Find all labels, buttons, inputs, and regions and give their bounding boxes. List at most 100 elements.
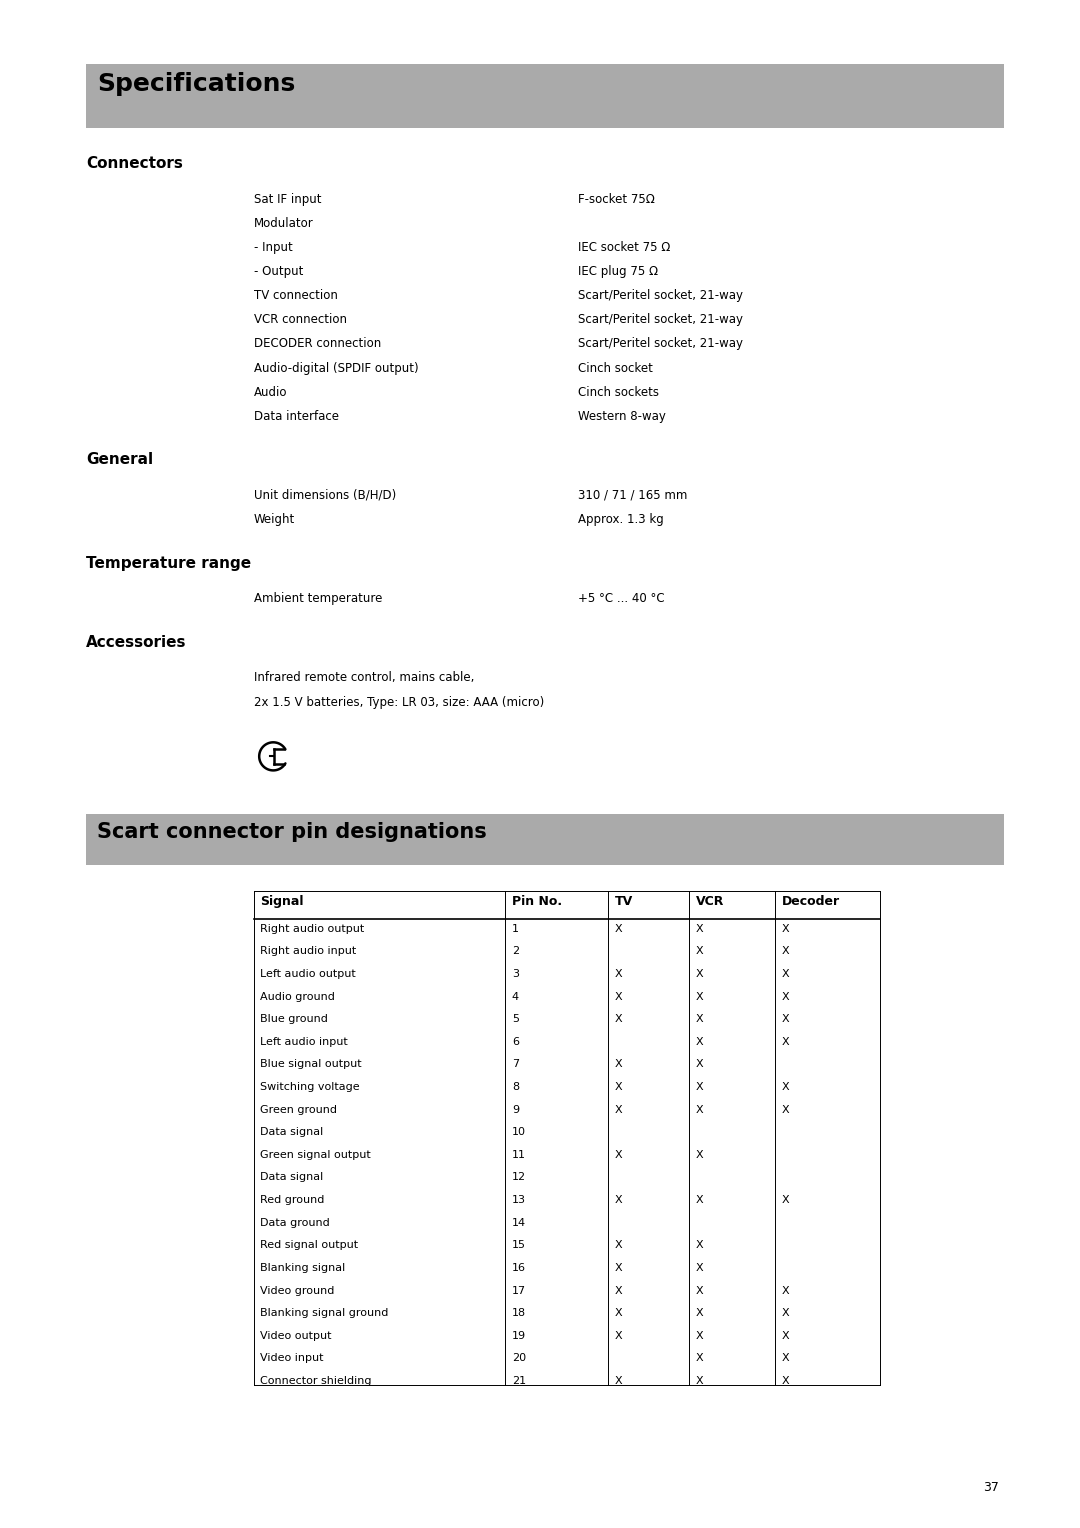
Text: X: X — [615, 1082, 622, 1093]
Text: X: X — [615, 1151, 622, 1160]
Text: X: X — [782, 1377, 789, 1386]
Text: TV: TV — [615, 895, 633, 909]
Text: 6: 6 — [512, 1038, 518, 1047]
Text: 12: 12 — [512, 1172, 526, 1183]
Text: Video ground: Video ground — [260, 1285, 335, 1296]
Text: X: X — [696, 1151, 703, 1160]
Text: X: X — [782, 924, 789, 934]
Text: Audio-digital (SPDIF output): Audio-digital (SPDIF output) — [254, 362, 418, 374]
Text: Right audio input: Right audio input — [260, 946, 356, 957]
Text: Cinch sockets: Cinch sockets — [578, 385, 659, 399]
Text: X: X — [696, 924, 703, 934]
Text: X: X — [615, 1105, 622, 1114]
Text: 17: 17 — [512, 1285, 526, 1296]
Text: IEC socket 75 Ω: IEC socket 75 Ω — [578, 241, 671, 254]
Text: Scart/Peritel socket, 21-way: Scart/Peritel socket, 21-way — [578, 313, 743, 327]
Bar — [86, 814, 1004, 865]
Text: X: X — [696, 946, 703, 957]
Text: 4: 4 — [512, 992, 519, 1001]
Text: VCR connection: VCR connection — [254, 313, 347, 327]
Text: X: X — [782, 1082, 789, 1093]
Text: Data ground: Data ground — [260, 1218, 330, 1227]
Text: X: X — [615, 992, 622, 1001]
Text: TV connection: TV connection — [254, 289, 338, 303]
Text: X: X — [696, 1308, 703, 1319]
Text: - Input: - Input — [254, 241, 293, 254]
Text: X: X — [782, 1195, 789, 1206]
Text: X: X — [696, 1377, 703, 1386]
Text: Blue ground: Blue ground — [260, 1015, 328, 1024]
Text: Data signal: Data signal — [260, 1128, 324, 1137]
Text: Left audio output: Left audio output — [260, 969, 356, 979]
Text: Temperature range: Temperature range — [86, 556, 252, 570]
Text: 1: 1 — [512, 924, 518, 934]
Text: 5: 5 — [512, 1015, 518, 1024]
Text: Red signal output: Red signal output — [260, 1241, 359, 1250]
Text: Western 8-way: Western 8-way — [578, 410, 665, 423]
Text: 37: 37 — [983, 1481, 999, 1494]
Text: IEC plug 75 Ω: IEC plug 75 Ω — [578, 264, 658, 278]
Text: DECODER connection: DECODER connection — [254, 338, 381, 350]
Text: X: X — [782, 992, 789, 1001]
Text: Audio ground: Audio ground — [260, 992, 335, 1001]
Text: 18: 18 — [512, 1308, 526, 1319]
Text: X: X — [615, 1059, 622, 1070]
Text: Approx. 1.3 kg: Approx. 1.3 kg — [578, 513, 663, 526]
Text: Scart/Peritel socket, 21-way: Scart/Peritel socket, 21-way — [578, 338, 743, 350]
Text: Green signal output: Green signal output — [260, 1151, 372, 1160]
Text: Modulator: Modulator — [254, 217, 313, 229]
Text: Ambient temperature: Ambient temperature — [254, 593, 382, 605]
Text: Blue signal output: Blue signal output — [260, 1059, 362, 1070]
Text: X: X — [696, 1354, 703, 1363]
Text: +5 °C ... 40 °C: +5 °C ... 40 °C — [578, 593, 664, 605]
Text: X: X — [696, 1105, 703, 1114]
Text: Weight: Weight — [254, 513, 295, 526]
Text: 3: 3 — [512, 969, 518, 979]
Text: X: X — [615, 1308, 622, 1319]
Text: 10: 10 — [512, 1128, 526, 1137]
Text: 15: 15 — [512, 1241, 526, 1250]
Text: Connector shielding: Connector shielding — [260, 1377, 372, 1386]
Text: 2x 1.5 V batteries, Type: LR 03, size: AAA (micro): 2x 1.5 V batteries, Type: LR 03, size: A… — [254, 695, 544, 709]
Text: X: X — [615, 924, 622, 934]
Text: X: X — [615, 1195, 622, 1206]
Text: X: X — [615, 969, 622, 979]
Text: X: X — [696, 1015, 703, 1024]
Text: 14: 14 — [512, 1218, 526, 1227]
Text: Data interface: Data interface — [254, 410, 339, 423]
Text: X: X — [696, 1059, 703, 1070]
Text: Pin No.: Pin No. — [512, 895, 562, 909]
Text: 7: 7 — [512, 1059, 519, 1070]
Text: X: X — [782, 1331, 789, 1340]
Text: X: X — [782, 1105, 789, 1114]
Text: 19: 19 — [512, 1331, 526, 1340]
Text: VCR: VCR — [696, 895, 724, 909]
Text: Scart/Peritel socket, 21-way: Scart/Peritel socket, 21-way — [578, 289, 743, 303]
Text: - Output: - Output — [254, 264, 303, 278]
Text: X: X — [615, 1241, 622, 1250]
Text: Blanking signal: Blanking signal — [260, 1264, 346, 1273]
Text: X: X — [782, 1354, 789, 1363]
Text: X: X — [696, 1195, 703, 1206]
Text: X: X — [782, 1015, 789, 1024]
Text: Scart connector pin designations: Scart connector pin designations — [97, 822, 487, 842]
Text: Red ground: Red ground — [260, 1195, 325, 1206]
Text: 8: 8 — [512, 1082, 519, 1093]
Text: X: X — [696, 1285, 703, 1296]
Text: Audio: Audio — [254, 385, 287, 399]
Text: Video output: Video output — [260, 1331, 332, 1340]
Text: X: X — [696, 969, 703, 979]
Text: Specifications: Specifications — [97, 72, 296, 96]
Text: Unit dimensions (B/H/D): Unit dimensions (B/H/D) — [254, 489, 396, 503]
Text: 16: 16 — [512, 1264, 526, 1273]
Text: 21: 21 — [512, 1377, 526, 1386]
Text: X: X — [782, 969, 789, 979]
Text: X: X — [782, 1285, 789, 1296]
Text: X: X — [696, 1241, 703, 1250]
Text: 13: 13 — [512, 1195, 526, 1206]
Text: X: X — [615, 1377, 622, 1386]
Text: 2: 2 — [512, 946, 519, 957]
Text: 11: 11 — [512, 1151, 526, 1160]
Text: X: X — [696, 992, 703, 1001]
Text: 20: 20 — [512, 1354, 526, 1363]
